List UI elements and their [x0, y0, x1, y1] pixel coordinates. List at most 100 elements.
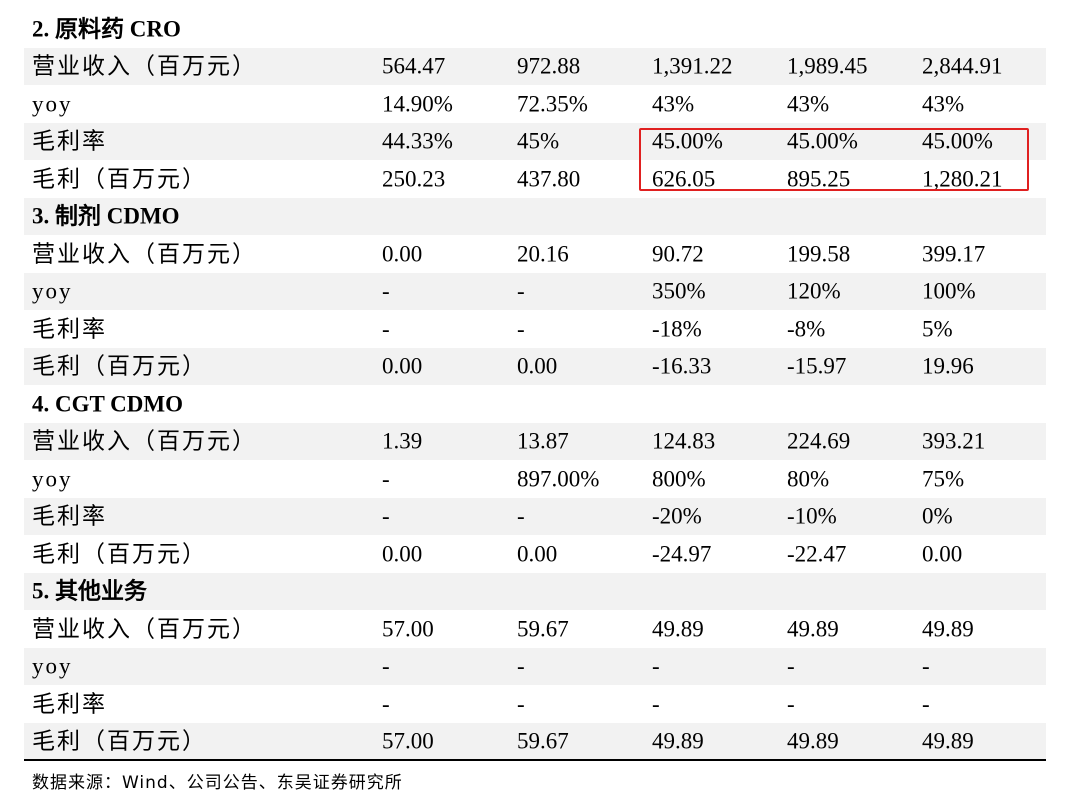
table-row: 毛利率 - - - - - — [24, 685, 1046, 723]
row-label: 毛利率 — [32, 691, 107, 717]
value-cell: 1,280.21 — [922, 166, 1003, 192]
value-cell: - — [922, 691, 930, 717]
value-cell: 59.67 — [517, 728, 569, 754]
value-cell: 100% — [922, 278, 976, 304]
value-cell: - — [787, 653, 795, 679]
value-cell: 49.89 — [787, 728, 839, 754]
value-cell: 120% — [787, 278, 841, 304]
value-cell: 49.89 — [652, 728, 704, 754]
table-row: 毛利率 - - -20% -10% 0% — [24, 497, 1046, 535]
value-cell: - — [787, 691, 795, 717]
value-cell: 75% — [922, 466, 965, 492]
value-cell: - — [382, 466, 390, 492]
table-row: 营业收入（百万元） 564.47 972.88 1,391.22 1,989.45 2,8… — [24, 47, 1046, 85]
value-cell: -10% — [787, 503, 837, 529]
value-cell: 250.23 — [382, 166, 446, 192]
value-cell: -15.97 — [787, 353, 847, 379]
value-cell: 13.87 — [517, 428, 569, 454]
value-cell: - — [922, 653, 930, 679]
value-cell: 626.05 — [652, 166, 716, 192]
value-cell: 2,844.91 — [922, 53, 1003, 79]
row-label: yoy — [32, 466, 73, 492]
value-cell: 72.35% — [517, 91, 588, 117]
row-label: yoy — [32, 278, 73, 304]
value-cell: 972.88 — [517, 53, 581, 79]
value-cell: 57.00 — [382, 728, 434, 754]
row-label: 毛利（百万元） — [32, 541, 207, 567]
highlight-box — [639, 128, 1029, 191]
value-cell: 80% — [787, 466, 830, 492]
section-header-row: 4. CGT CDMO — [24, 385, 1046, 423]
value-cell: 43% — [652, 91, 695, 117]
table-row: 毛利（百万元） 250.23 437.80 626.05 895.25 1,280.21 — [24, 160, 1046, 198]
value-cell: 0.00 — [517, 353, 558, 379]
value-cell: 0.00 — [382, 541, 423, 567]
row-label: 毛利（百万元） — [32, 728, 207, 754]
row-label: 营业收入（百万元） — [32, 241, 257, 267]
value-cell: - — [517, 503, 525, 529]
value-cell: - — [517, 653, 525, 679]
value-cell: - — [652, 691, 660, 717]
value-cell: -20% — [652, 503, 702, 529]
value-cell: 1.39 — [382, 428, 423, 454]
row-label: 毛利（百万元） — [32, 166, 207, 192]
value-cell: 49.89 — [922, 728, 974, 754]
value-cell: 897.00% — [517, 466, 600, 492]
value-cell: -8% — [787, 316, 826, 342]
section-title: 2. 原料药 CRO — [32, 16, 181, 42]
table-row: 毛利（百万元） 57.00 59.67 49.89 49.89 49.89 — [24, 722, 1046, 760]
row-label: yoy — [32, 91, 73, 117]
value-cell: 800% — [652, 466, 706, 492]
value-cell: 0.00 — [922, 541, 963, 567]
row-label: 营业收入（百万元） — [32, 53, 257, 79]
value-cell: - — [382, 691, 390, 717]
value-cell: 0.00 — [382, 241, 423, 267]
value-cell: 437.80 — [517, 166, 581, 192]
value-cell: 59.67 — [517, 616, 569, 642]
value-cell: - — [517, 316, 525, 342]
section-title: 3. 制剂 CDMO — [32, 203, 180, 229]
value-cell: 0.00 — [517, 541, 558, 567]
value-cell: - — [382, 316, 390, 342]
value-cell: 564.47 — [382, 53, 446, 79]
table-row: yoy - - 350% 120% 100% — [24, 272, 1046, 310]
value-cell: -18% — [652, 316, 702, 342]
row-label: 毛利率 — [32, 503, 107, 529]
value-cell: - — [382, 653, 390, 679]
table-row: 营业收入（百万元） 1.39 13.87 124.83 224.69 393.21 — [24, 422, 1046, 460]
value-cell: 399.17 — [922, 241, 986, 267]
value-cell: 90.72 — [652, 241, 704, 267]
row-label: 毛利率 — [32, 316, 107, 342]
value-cell: 14.90% — [382, 91, 453, 117]
value-cell: 45.00% — [652, 128, 723, 154]
row-label: 毛利率 — [32, 128, 107, 154]
value-cell: 43% — [922, 91, 965, 117]
section-title: 4. CGT CDMO — [32, 391, 183, 417]
value-cell: 0% — [922, 503, 953, 529]
section-title: 5. 其他业务 — [32, 578, 147, 604]
row-label: 毛利（百万元） — [32, 353, 207, 379]
value-cell: -24.97 — [652, 541, 712, 567]
value-cell: 43% — [787, 91, 830, 117]
value-cell: 895.25 — [787, 166, 851, 192]
value-cell: 20.16 — [517, 241, 569, 267]
table-bottom-rule — [24, 759, 1046, 761]
value-cell: 49.89 — [652, 616, 704, 642]
table-row: yoy - - - - - — [24, 647, 1046, 685]
value-cell: 5% — [922, 316, 953, 342]
value-cell: - — [517, 278, 525, 304]
value-cell: 57.00 — [382, 616, 434, 642]
table-row: 毛利（百万元） 0.00 0.00 -16.33 -15.97 19.96 — [24, 347, 1046, 385]
source-note: 数据来源：Wind、公司公告、东吴证券研究所 — [32, 773, 403, 793]
table-row: 营业收入（百万元） 0.00 20.16 90.72 199.58 399.17 — [24, 235, 1046, 273]
value-cell: 1,391.22 — [652, 53, 733, 79]
table-row: yoy - 897.00% 800% 80% 75% — [24, 460, 1046, 498]
financial-table: 2. 原料药 CRO 营业收入（百万元） 564.47 972.88 1,391.22 1… — [24, 10, 1046, 760]
value-cell: -22.47 — [787, 541, 847, 567]
value-cell: - — [382, 503, 390, 529]
value-cell: - — [517, 691, 525, 717]
value-cell: 350% — [652, 278, 706, 304]
row-label: 营业收入（百万元） — [32, 428, 257, 454]
value-cell: 0.00 — [382, 353, 423, 379]
table-row: 营业收入（百万元） 57.00 59.67 49.89 49.89 49.89 — [24, 610, 1046, 648]
